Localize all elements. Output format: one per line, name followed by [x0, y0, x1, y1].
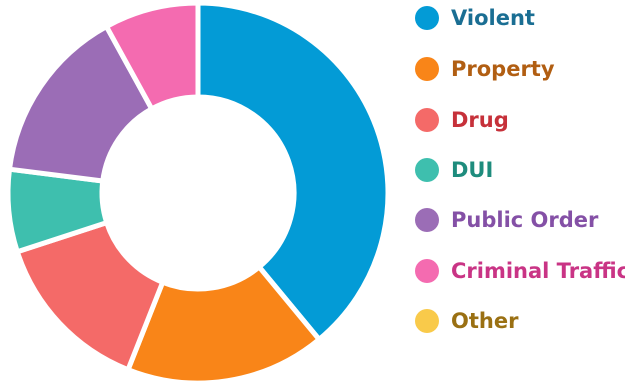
- legend-item-dui: DUI: [415, 155, 493, 185]
- legend-swatch-drug: [415, 108, 439, 132]
- legend-item-public-order: Public Order: [415, 205, 598, 235]
- legend-item-property: Property: [415, 54, 555, 84]
- legend-item-other: Other: [415, 306, 518, 336]
- slice-property: [125, 264, 322, 386]
- legend: Violent Property Drug DUI Public Order Crimin…: [415, 0, 625, 387]
- legend-label-dui: DUI: [451, 157, 494, 182]
- legend-label-violent: Violent: [451, 5, 535, 30]
- legend-swatch-dui: [415, 158, 439, 182]
- legend-swatch-public-order: [415, 208, 439, 232]
- legend-swatch-other: [415, 309, 439, 333]
- legend-label-property: Property: [451, 56, 555, 81]
- legend-label-criminal-traffic: Criminal Traffic: [451, 258, 625, 283]
- legend-swatch-criminal-traffic: [415, 259, 439, 283]
- legend-label-drug: Drug: [451, 107, 509, 132]
- legend-item-criminal-traffic: Criminal Traffic: [415, 256, 625, 286]
- legend-item-violent: Violent: [415, 3, 535, 33]
- legend-swatch-violent: [415, 6, 439, 30]
- legend-item-drug: Drug: [415, 105, 509, 135]
- legend-label-other: Other: [451, 308, 519, 333]
- slice-criminal-traffic: [103, 0, 201, 112]
- donut-chart: [8, 0, 391, 386]
- slice-violent: [195, 0, 391, 342]
- legend-label-public-order: Public Order: [451, 207, 599, 232]
- legend-swatch-property: [415, 57, 439, 81]
